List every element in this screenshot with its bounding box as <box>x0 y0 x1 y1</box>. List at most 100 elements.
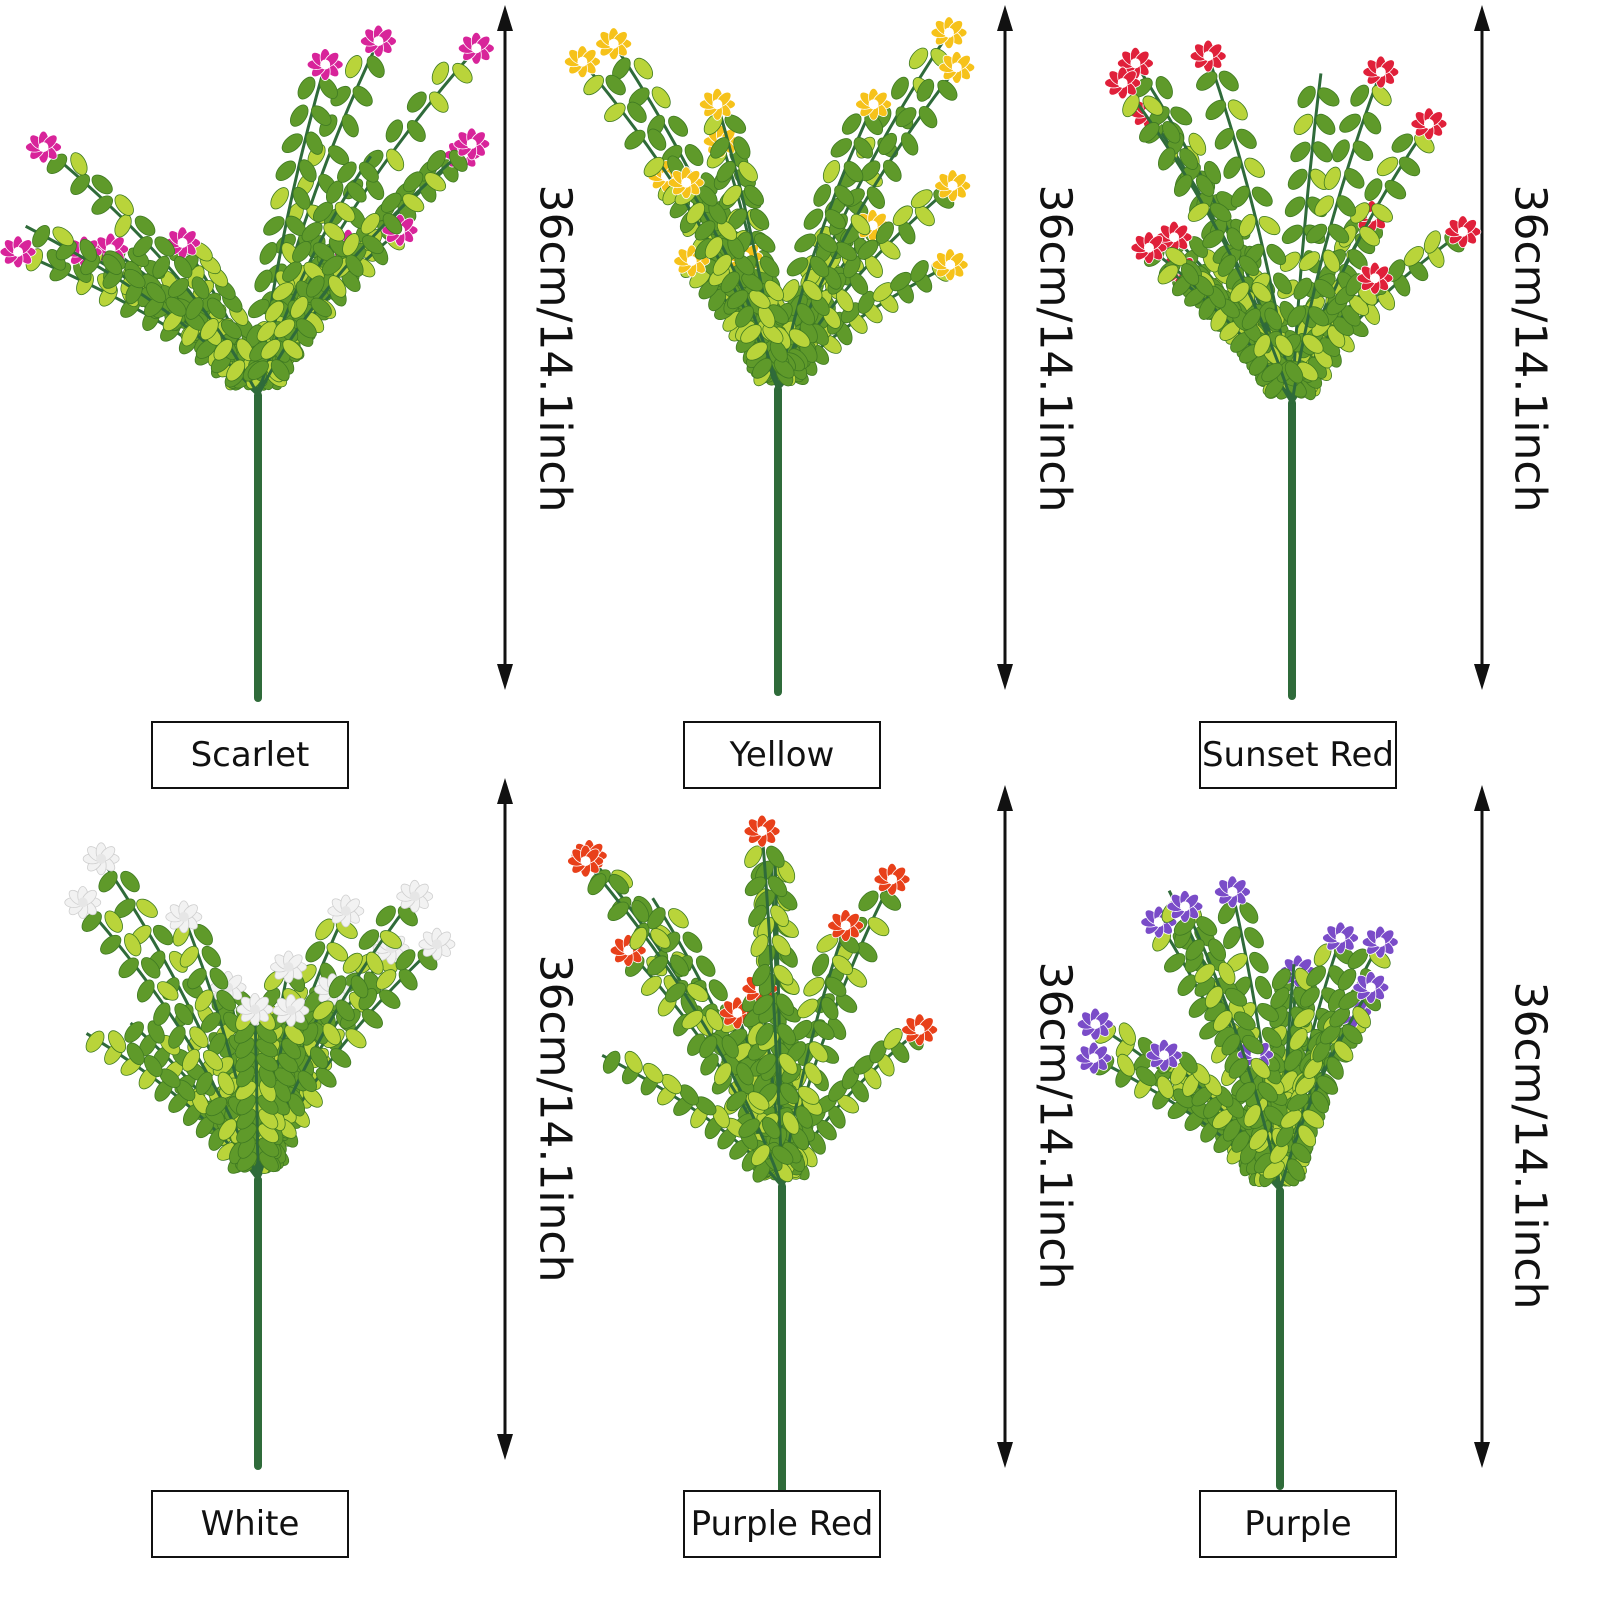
leaf <box>1142 95 1164 116</box>
arrow-head-down <box>997 664 1013 690</box>
leaf <box>813 183 832 207</box>
leaf <box>337 161 357 183</box>
leaf <box>1238 213 1257 238</box>
leaf <box>1235 1081 1257 1103</box>
leaf <box>385 119 404 143</box>
leaf <box>1185 939 1205 961</box>
leaf <box>1208 938 1227 962</box>
arrow-head-up <box>497 5 513 31</box>
leaf <box>298 159 317 183</box>
leaf <box>1262 1160 1285 1180</box>
leaf <box>796 303 815 326</box>
leaf <box>147 1020 165 1044</box>
leaf <box>361 235 384 255</box>
leaf <box>1371 203 1393 223</box>
leaf <box>1194 963 1216 984</box>
flower-center <box>1179 901 1190 912</box>
leaf <box>263 216 285 236</box>
leaf <box>1341 1024 1363 1045</box>
variant-label-yellow: Yellow <box>683 721 881 789</box>
flower-center <box>947 180 958 191</box>
leaf <box>759 256 780 278</box>
arrow-head-up <box>1474 785 1490 811</box>
leaf <box>866 186 885 209</box>
leaf <box>1243 1104 1262 1128</box>
leaf <box>305 941 326 963</box>
leaf <box>136 979 155 1003</box>
leaf <box>312 1000 334 1021</box>
leaf <box>771 934 792 957</box>
flower-center <box>1153 917 1164 928</box>
leaf <box>282 339 304 360</box>
flower-center <box>1369 273 1380 284</box>
leaf <box>1244 157 1265 178</box>
leaf <box>650 928 671 949</box>
leaf <box>345 1028 367 1049</box>
leaf <box>424 172 447 192</box>
leaf <box>1195 174 1215 197</box>
leaf <box>640 975 662 996</box>
variant-label-scarlet: Scarlet <box>151 721 349 789</box>
flower-center <box>77 897 88 908</box>
leaf <box>91 195 113 215</box>
leaf <box>123 268 146 289</box>
leaf <box>1266 243 1287 266</box>
leaf <box>270 359 290 382</box>
leaf <box>379 930 402 949</box>
leaf <box>328 975 347 999</box>
flower-center <box>1375 937 1386 948</box>
leaf <box>217 1071 235 1096</box>
leaf <box>1314 278 1336 299</box>
variant-label-purple: Purple <box>1199 1490 1397 1558</box>
flower-center <box>840 920 851 931</box>
leaf <box>686 983 709 1002</box>
leaf <box>153 1002 171 1026</box>
leaf <box>875 221 894 244</box>
leaf <box>100 934 122 955</box>
leaf <box>736 1062 754 1086</box>
leaf <box>816 233 838 253</box>
leaf <box>712 1105 730 1129</box>
leaf <box>858 890 879 912</box>
leaf <box>187 967 207 990</box>
leaf <box>721 1035 739 1059</box>
leaf <box>1180 263 1200 286</box>
leaf <box>216 989 236 1012</box>
dimension-text: 36cm/14.1inch <box>1029 184 1081 513</box>
leaf <box>647 955 668 976</box>
leaf <box>1233 1011 1256 1031</box>
flower-center <box>1335 932 1346 943</box>
leaf <box>141 957 161 979</box>
leaf <box>804 1062 823 1085</box>
leaf <box>1249 951 1269 974</box>
leaf <box>664 982 687 1003</box>
leaf <box>771 1145 794 1165</box>
leaf <box>297 76 316 100</box>
flower-center <box>431 939 442 950</box>
flower-center <box>712 99 723 110</box>
leaf <box>1297 85 1316 109</box>
leaf <box>1315 113 1336 135</box>
leaf <box>120 870 140 893</box>
flower-center <box>283 961 294 972</box>
leaf <box>754 233 776 253</box>
leaf <box>426 150 446 172</box>
leaf <box>627 101 647 123</box>
leaf <box>1157 147 1176 171</box>
leaf <box>694 220 716 241</box>
leaf <box>1287 168 1308 190</box>
leaf <box>1293 113 1314 135</box>
leaf <box>607 901 629 921</box>
flower-center <box>945 259 956 270</box>
leaf <box>895 107 917 128</box>
flower-center <box>732 1008 743 1019</box>
leaf <box>310 297 332 318</box>
leaf <box>682 931 703 953</box>
arrow-head-down <box>997 1442 1013 1468</box>
leaf <box>1371 85 1392 107</box>
leaf <box>1238 255 1260 276</box>
leaf <box>699 1035 718 1059</box>
leaf <box>775 993 795 1016</box>
leaf <box>890 271 912 292</box>
